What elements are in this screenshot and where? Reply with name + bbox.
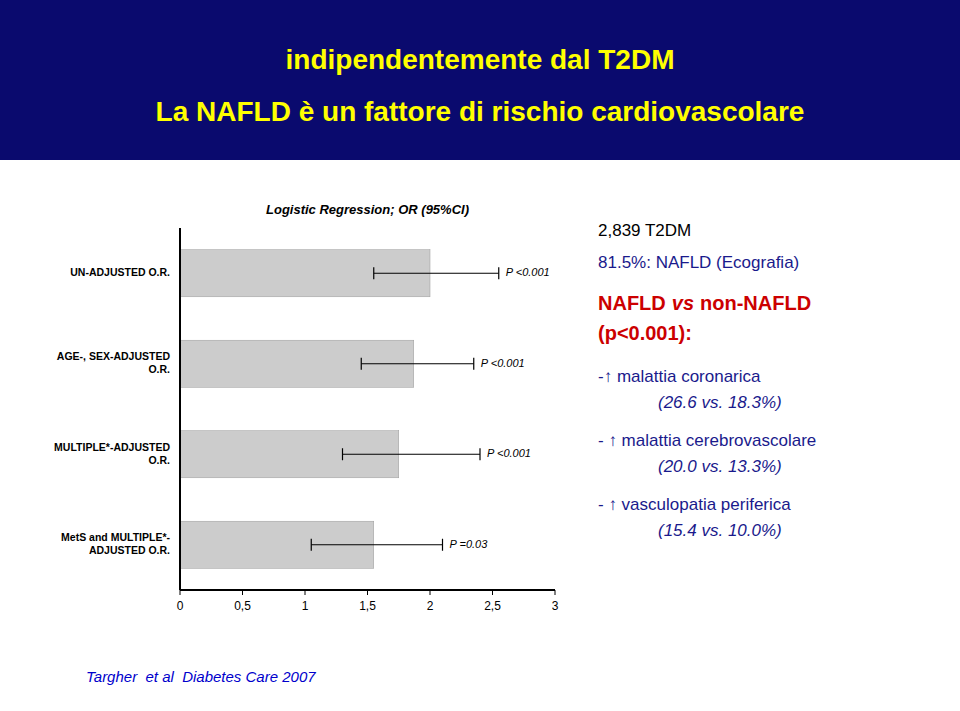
annotation: (26.6 vs. 18.3%): [658, 393, 782, 412]
category-label-line: O.R.: [148, 363, 170, 375]
annotation: (p<0.001):: [598, 322, 692, 344]
error-line: [374, 273, 499, 274]
error-cap: [473, 358, 474, 370]
x-tick-label: 0: [177, 599, 184, 613]
error-bar: [311, 539, 442, 551]
category-label-line: AGE-, SEX-ADJUSTED: [57, 350, 171, 362]
subtitle: Logistic Regression; OR (95%CI): [266, 202, 469, 217]
zero-line: [179, 228, 181, 590]
annotation: -↑ malattia coronarica: [598, 367, 761, 386]
x-tick: [367, 590, 368, 595]
x-tick-label: 0,5: [234, 599, 251, 613]
annotation: 2,839 T2DM: [598, 221, 691, 240]
annotation: - ↑ vasculopatia periferica: [598, 495, 791, 514]
error-line: [361, 363, 474, 364]
p-value: P <0.001: [487, 447, 531, 459]
error-cap: [442, 539, 443, 551]
category-label: MetS and MULTIPLE*-ADJUSTED O.R.: [61, 531, 170, 556]
error-cap: [479, 448, 480, 460]
annotation: - ↑ malattia cerebrovascolare: [598, 431, 816, 450]
category-label-line: ADJUSTED O.R.: [89, 544, 170, 556]
error-cap: [373, 267, 374, 279]
x-tick: [430, 590, 431, 595]
category-label-line: O.R.: [148, 454, 170, 466]
x-tick: [492, 590, 493, 595]
error-bar: [343, 448, 481, 460]
p-value: P =0.03: [450, 538, 489, 550]
p-value: P <0.001: [506, 266, 550, 278]
annotation: (15.4 vs. 10.0%): [658, 521, 782, 540]
error-line: [343, 454, 481, 455]
category-label: MULTIPLE*-ADJUSTEDO.R.: [54, 441, 170, 466]
category-label: UN-ADJUSTED O.R.: [70, 266, 170, 278]
x-tick: [555, 590, 556, 595]
chart: indipendentemente dal T2DM La NAFLD è un …: [0, 0, 960, 711]
annotation: (20.0 vs. 13.3%): [658, 457, 782, 476]
x-tick-label: 2,5: [484, 599, 501, 613]
error-cap: [361, 358, 362, 370]
x-tick: [242, 590, 243, 595]
error-cap: [342, 448, 343, 460]
x-tick: [305, 590, 306, 595]
error-line: [311, 544, 442, 545]
footer: Targher et al Diabetes Care 2007: [86, 668, 316, 685]
category-label-line: MULTIPLE*-ADJUSTED: [54, 441, 170, 453]
title: La NAFLD è un fattore di rischio cardiov…: [156, 96, 805, 127]
annotation-part: non-NAFLD: [700, 292, 811, 314]
x-tick: [180, 590, 181, 595]
title: indipendentemente dal T2DM: [286, 44, 675, 75]
error-bar: [361, 358, 474, 370]
annotation: 81.5%: NAFLD (Ecografia): [598, 253, 799, 272]
x-tick-label: 3: [552, 599, 559, 613]
title-bar: [0, 0, 960, 160]
annotation-part: vs: [672, 292, 694, 314]
category-label-line: MetS and MULTIPLE*-: [61, 531, 170, 543]
x-tick-label: 1,5: [359, 599, 376, 613]
annotation-part: NAFLD: [598, 292, 666, 314]
category-label-line: UN-ADJUSTED O.R.: [70, 266, 170, 278]
annotation: NAFLD vs non-NAFLD: [598, 292, 811, 314]
x-tick-label: 1: [302, 599, 309, 613]
error-bar: [374, 267, 499, 279]
x-tick-label: 2: [427, 599, 434, 613]
p-value: P <0.001: [481, 357, 525, 369]
error-cap: [311, 539, 312, 551]
error-cap: [498, 267, 499, 279]
marks: [180, 250, 499, 569]
category-label: AGE-, SEX-ADJUSTEDO.R.: [57, 350, 171, 375]
